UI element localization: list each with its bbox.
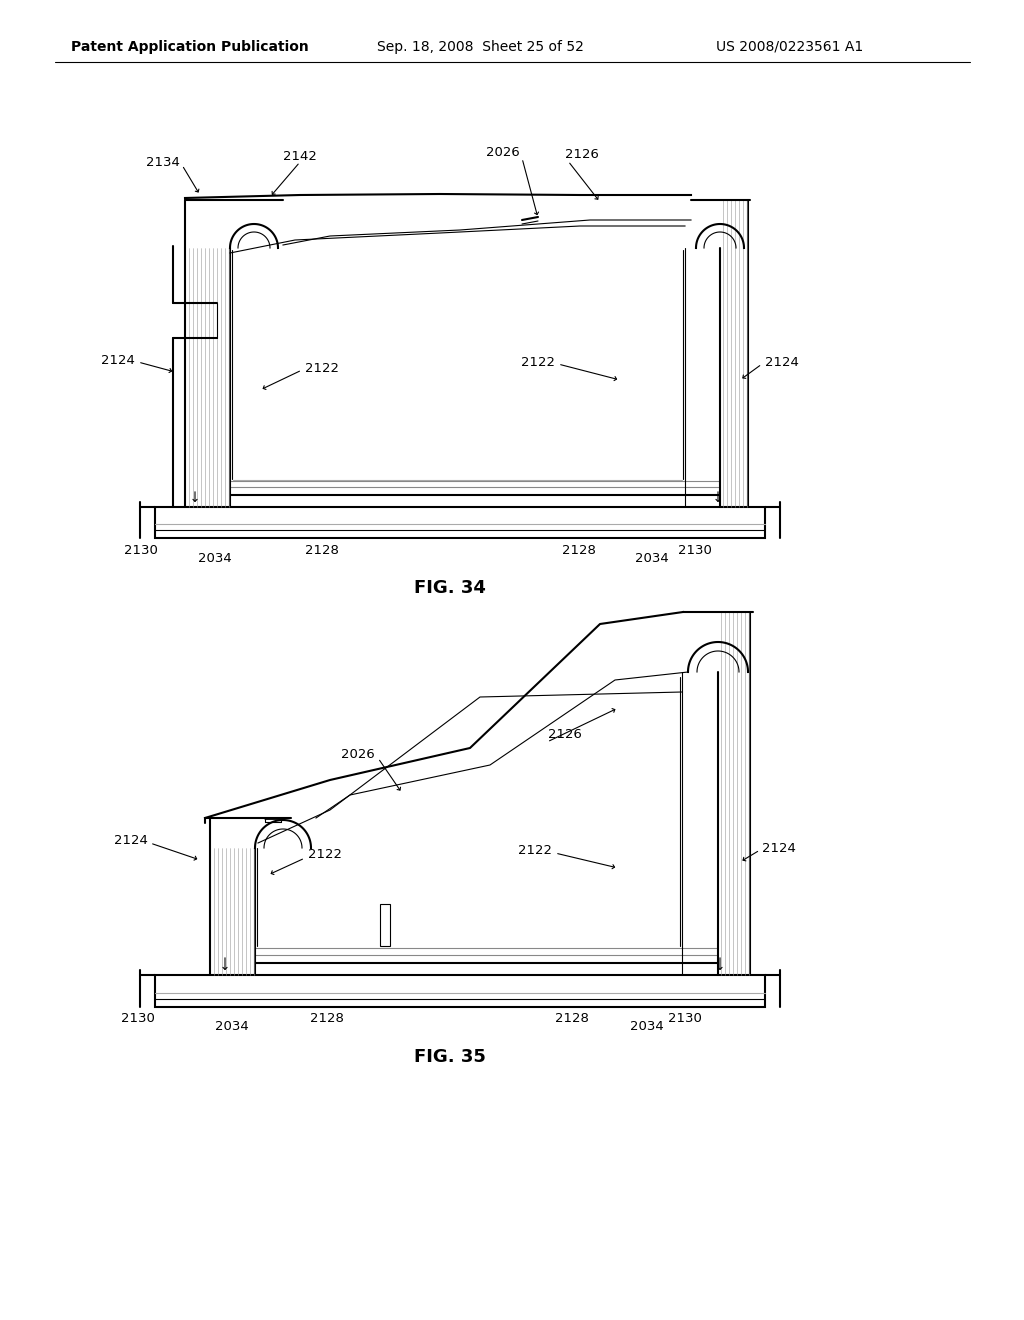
- Text: 2124: 2124: [765, 355, 799, 368]
- Text: 2130: 2130: [668, 1012, 701, 1026]
- Text: 2128: 2128: [562, 544, 596, 557]
- Text: US 2008/0223561 A1: US 2008/0223561 A1: [717, 40, 863, 54]
- Text: 2026: 2026: [341, 748, 375, 762]
- Text: 2128: 2128: [555, 1012, 589, 1026]
- Text: 2128: 2128: [305, 544, 339, 557]
- Text: 2034: 2034: [215, 1020, 249, 1034]
- Text: 2124: 2124: [114, 833, 148, 846]
- Polygon shape: [380, 904, 390, 946]
- Text: 2034: 2034: [630, 1020, 664, 1034]
- Text: 2122: 2122: [518, 843, 552, 857]
- Text: 2130: 2130: [124, 544, 158, 557]
- Text: Patent Application Publication: Patent Application Publication: [71, 40, 309, 54]
- Text: 2126: 2126: [565, 149, 599, 161]
- Text: 2126: 2126: [548, 729, 582, 742]
- Text: 2122: 2122: [521, 355, 555, 368]
- Text: 2034: 2034: [635, 552, 669, 565]
- Text: 2142: 2142: [283, 149, 317, 162]
- Text: 2130: 2130: [678, 544, 712, 557]
- Polygon shape: [155, 507, 765, 539]
- Text: 2130: 2130: [121, 1012, 155, 1026]
- Text: 2122: 2122: [305, 362, 339, 375]
- Polygon shape: [155, 975, 765, 1007]
- Text: 2034: 2034: [198, 552, 231, 565]
- Text: 2134: 2134: [146, 157, 180, 169]
- Text: Sep. 18, 2008  Sheet 25 of 52: Sep. 18, 2008 Sheet 25 of 52: [377, 40, 584, 54]
- Text: FIG. 34: FIG. 34: [414, 579, 486, 597]
- Text: 2026: 2026: [486, 145, 520, 158]
- Text: 2128: 2128: [310, 1012, 344, 1026]
- Text: 2122: 2122: [308, 849, 342, 862]
- Text: 2124: 2124: [762, 842, 796, 854]
- Text: FIG. 35: FIG. 35: [414, 1048, 486, 1067]
- Text: 2124: 2124: [101, 354, 135, 367]
